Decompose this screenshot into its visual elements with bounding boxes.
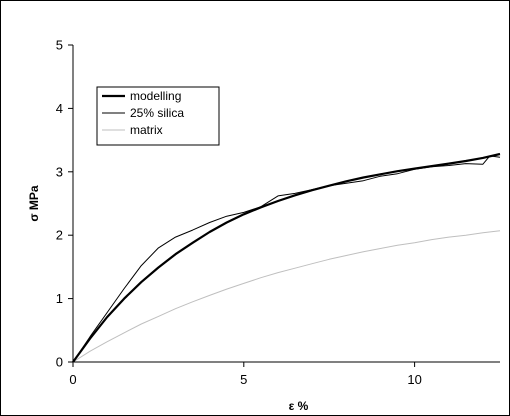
y-tick-label: 3 [56, 164, 63, 179]
x-tick-label: 5 [240, 372, 247, 387]
series-line-matrix [72, 230, 501, 363]
y-axis-label: σ MPa [27, 185, 41, 222]
series-layer [72, 152, 501, 363]
legend-label-modelling: modelling [130, 89, 181, 103]
y-tick-label: 4 [56, 101, 63, 116]
y-tick-label: 0 [56, 355, 63, 370]
legend-label-matrix: matrix [130, 123, 163, 137]
series-line-modelling [72, 152, 501, 363]
y-tick-label: 1 [56, 291, 63, 306]
legend: modelling 25% silica matrix [96, 86, 220, 146]
axes: 0 1 2 3 4 5 0 5 10 [56, 38, 500, 387]
legend-label-25-silica: 25% silica [130, 106, 184, 120]
x-axis-label: ε % [289, 399, 309, 413]
x-tick-label: 0 [69, 372, 76, 387]
y-tick-label: 2 [56, 228, 63, 243]
x-tick-label: 10 [407, 372, 421, 387]
y-tick-label: 5 [56, 38, 63, 53]
series-line-25-silica [72, 155, 501, 363]
